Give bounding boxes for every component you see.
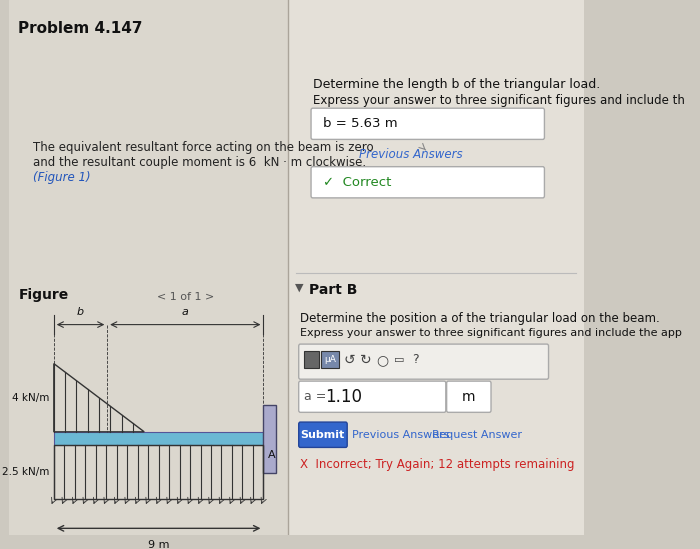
Text: Determine the length b of the triangular load.: Determine the length b of the triangular… bbox=[313, 78, 600, 91]
Bar bbox=[321, 351, 339, 368]
Text: Determine the position a of the triangular load on the beam.: Determine the position a of the triangul… bbox=[300, 312, 660, 325]
Text: ○: ○ bbox=[377, 352, 389, 367]
Text: Problem 4.147: Problem 4.147 bbox=[18, 21, 143, 36]
Text: ↻: ↻ bbox=[360, 352, 372, 367]
Text: μA: μA bbox=[324, 355, 336, 364]
Bar bbox=[304, 351, 319, 368]
Text: b = 5.63 m: b = 5.63 m bbox=[323, 117, 397, 130]
Bar bbox=[263, 405, 276, 473]
Text: 4 kN/m: 4 kN/m bbox=[13, 393, 50, 403]
Text: (Figure 1): (Figure 1) bbox=[34, 171, 91, 183]
Text: Request Answer: Request Answer bbox=[432, 430, 522, 440]
FancyBboxPatch shape bbox=[311, 167, 545, 198]
Text: Express your answer to three significant figures and include the app: Express your answer to three significant… bbox=[300, 328, 682, 338]
Bar bbox=[54, 445, 263, 499]
FancyBboxPatch shape bbox=[311, 108, 545, 139]
Text: 2.5 kN/m: 2.5 kN/m bbox=[2, 467, 50, 477]
FancyBboxPatch shape bbox=[299, 422, 347, 447]
Text: Part B: Part B bbox=[309, 283, 357, 296]
Text: a: a bbox=[182, 307, 189, 317]
FancyBboxPatch shape bbox=[299, 344, 549, 379]
Text: X  Incorrect; Try Again; 12 attempts remaining: X Incorrect; Try Again; 12 attempts rema… bbox=[300, 458, 575, 471]
Text: m: m bbox=[462, 390, 475, 404]
FancyBboxPatch shape bbox=[299, 381, 446, 412]
Text: ▼: ▼ bbox=[295, 283, 303, 293]
Text: ✓  Correct: ✓ Correct bbox=[323, 176, 391, 189]
Text: ?: ? bbox=[412, 353, 419, 366]
Text: Express your answer to three significant figures and include th: Express your answer to three significant… bbox=[313, 93, 685, 107]
Text: Submit: Submit bbox=[300, 430, 344, 440]
Text: ↺: ↺ bbox=[344, 352, 356, 367]
Text: 1.10: 1.10 bbox=[325, 388, 362, 406]
Text: Previous Answers: Previous Answers bbox=[352, 430, 449, 440]
Text: 9 m: 9 m bbox=[148, 540, 169, 549]
FancyBboxPatch shape bbox=[447, 381, 491, 412]
Bar bbox=[8, 0, 288, 535]
Text: A: A bbox=[267, 450, 275, 460]
Bar bbox=[288, 0, 584, 535]
Text: The equivalent resultant force acting on the beam is zero: The equivalent resultant force acting on… bbox=[34, 141, 374, 154]
Text: Figure: Figure bbox=[18, 288, 69, 301]
Text: b: b bbox=[77, 307, 84, 317]
Text: a =: a = bbox=[304, 390, 327, 403]
Text: ▭: ▭ bbox=[393, 355, 404, 365]
Text: < 1 of 1 >: < 1 of 1 > bbox=[157, 293, 214, 302]
Text: and the resultant couple moment is 6  kN · m clockwise.: and the resultant couple moment is 6 kN … bbox=[34, 156, 366, 169]
Text: Previous Answers: Previous Answers bbox=[360, 148, 463, 161]
Bar bbox=[54, 432, 263, 445]
